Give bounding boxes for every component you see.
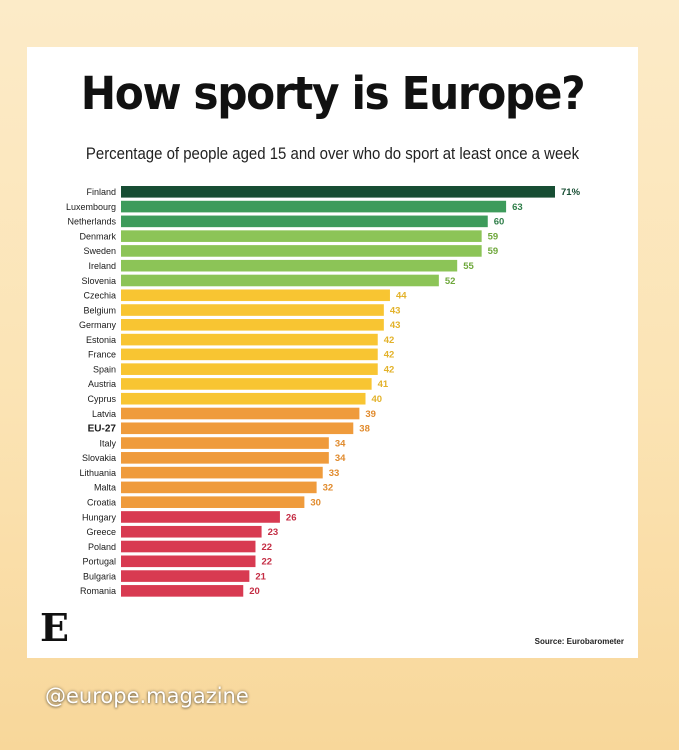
bar (121, 540, 256, 553)
bar (121, 452, 329, 464)
value-label: 60 (494, 217, 505, 228)
chart-card: How sporty is Europe? Percentage of peop… (27, 47, 638, 658)
bar (121, 585, 244, 597)
bar (121, 230, 482, 242)
bar (121, 274, 439, 287)
value-label: 30 (310, 497, 321, 508)
value-label: 33 (329, 468, 340, 479)
category-label: Slovenia (81, 276, 116, 286)
category-label: Austria (88, 379, 116, 389)
category-label: Croatia (87, 497, 116, 507)
value-label: 71% (561, 187, 581, 198)
category-label: Malta (94, 483, 116, 493)
bar (121, 186, 555, 198)
bar (121, 363, 378, 375)
bar (121, 525, 262, 538)
bar (121, 392, 366, 405)
category-label: Germany (79, 320, 117, 330)
value-label: 23 (268, 527, 279, 538)
value-label: 55 (463, 261, 474, 272)
value-label: 52 (445, 276, 456, 287)
bar (121, 481, 317, 494)
category-label: Denmark (79, 231, 116, 241)
bar (121, 378, 372, 390)
category-label: Belgium (83, 305, 116, 315)
category-label: Greece (86, 527, 116, 537)
bar (121, 466, 323, 479)
category-label: Italy (99, 438, 116, 448)
category-label: EU-27 (88, 424, 117, 435)
magazine-logo: E (40, 605, 69, 650)
bar (121, 319, 384, 331)
value-label: 20 (249, 586, 260, 597)
value-label: 43 (390, 305, 401, 316)
value-label: 32 (323, 483, 334, 494)
category-label: Lithuania (79, 468, 116, 478)
social-handle: @europe.magazine (45, 684, 249, 708)
value-label: 39 (365, 409, 376, 420)
category-label: Poland (88, 542, 116, 552)
bar-chart: Finland 71% Luxembourg 63 Netherlands 60 Denma… (66, 186, 581, 597)
bar (121, 200, 507, 213)
category-label: Slovakia (82, 453, 116, 463)
value-label: 21 (255, 571, 266, 582)
category-label: Sweden (83, 246, 116, 256)
category-label: Romania (80, 586, 116, 596)
bar (121, 555, 256, 568)
value-label: 22 (261, 542, 272, 553)
bar (121, 259, 458, 272)
value-label: 43 (390, 320, 401, 331)
category-label: Latvia (92, 409, 116, 419)
chart-title: How sporty is Europe? (80, 67, 586, 120)
value-label: 40 (372, 394, 383, 405)
bar (121, 511, 280, 523)
chart-subtitle: Percentage of people aged 15 and over wh… (85, 144, 580, 163)
value-label: 42 (384, 364, 395, 375)
category-label: Bulgaria (83, 571, 116, 581)
value-label: 42 (384, 335, 395, 346)
source-note: Source: Eurobarometer (534, 637, 624, 646)
value-label: 41 (378, 379, 389, 390)
bar (121, 215, 488, 228)
value-label: 34 (335, 453, 346, 464)
bar (121, 570, 250, 582)
value-label: 38 (359, 424, 370, 435)
category-label: Czechia (83, 291, 116, 301)
value-label: 42 (384, 350, 395, 361)
bar (121, 333, 378, 346)
value-label: 26 (286, 512, 297, 523)
value-label: 63 (512, 202, 523, 213)
category-label: Hungary (82, 512, 117, 522)
category-label: Estonia (86, 335, 116, 345)
value-label: 44 (396, 291, 407, 302)
category-label: Portugal (82, 557, 116, 567)
bar (121, 304, 384, 316)
category-label: Spain (93, 364, 116, 374)
category-label: Ireland (88, 261, 116, 271)
value-label: 22 (261, 557, 272, 568)
value-label: 59 (488, 231, 499, 242)
category-label: Luxembourg (66, 202, 116, 212)
category-label: Netherlands (67, 217, 116, 227)
category-label: France (88, 350, 116, 360)
bar (121, 437, 329, 449)
bar (121, 407, 360, 420)
bar (121, 348, 378, 361)
bar (121, 289, 390, 302)
category-label: Finland (86, 187, 116, 197)
value-label: 34 (335, 438, 346, 449)
bar (121, 496, 305, 508)
bar (121, 422, 354, 435)
value-label: 59 (488, 246, 499, 257)
bar (121, 245, 482, 257)
category-label: Cyprus (87, 394, 116, 404)
